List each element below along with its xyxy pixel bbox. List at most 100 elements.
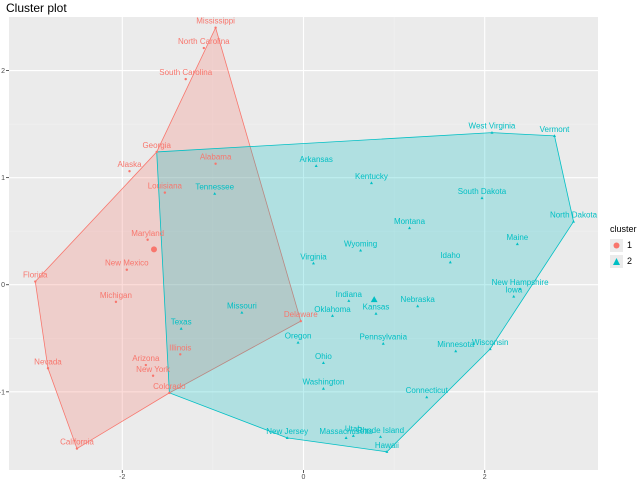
point-alabama [214,162,217,165]
label-oregon: Oregon [285,332,312,341]
chart-title: Cluster plot [6,1,67,15]
point-new-jersey [285,436,289,439]
point-oklahoma [330,314,334,317]
point-nevada [46,367,50,370]
label-west-virginia: West Virginia [469,122,516,131]
label-texas: Texas [171,318,192,327]
label-rhode-island: Rhode Island [357,426,404,435]
label-north-carolina: North Carolina [178,37,230,46]
label-new-york: New York [136,365,171,374]
label-maryland: Maryland [131,229,164,238]
label-tennessee: Tennessee [195,183,234,192]
label-mississippi: Mississippi [196,17,235,26]
point-florida [34,280,37,283]
point-illinois [179,353,182,356]
label-south-carolina: South Carolina [159,68,212,77]
legend-title: cluster [610,224,637,234]
legend-item-1: 1 [610,237,637,253]
point-hawaii [385,450,389,453]
cluster-2-center [370,296,378,303]
point-south-carolina [184,77,187,81]
x-tick-label: -2 [119,474,125,481]
label-ohio: Ohio [315,352,332,361]
label-kentucky: Kentucky [355,172,388,181]
y-tick-label: 0 [1,282,5,289]
point-iowa [512,294,516,298]
point-georgia [155,150,158,154]
label-wyoming: Wyoming [344,239,377,248]
label-utah: Utah [345,425,362,434]
point-connecticut [425,395,429,399]
point-delaware [299,319,302,323]
label-idaho: Idaho [440,251,461,260]
point-ohio [321,361,325,365]
label-north-dakota: North Dakota [550,211,598,220]
point-pennsylvania [381,342,385,345]
label-delaware: Delaware [284,310,318,319]
axes: -2 0 2 -1 0 1 2 [0,68,487,481]
label-louisiana: Louisiana [148,182,183,191]
point-kansas [374,312,378,315]
point-west-virginia [490,131,494,134]
point-alaska [128,170,131,173]
label-south-dakota: South Dakota [458,187,507,196]
legend-label-1: 1 [627,240,633,250]
cluster-1-center [150,246,157,253]
x-tick-label: 0 [302,474,306,481]
grid-lines [9,17,598,470]
label-new-hampshire: New Hampshire [492,278,549,287]
point-washington [321,387,325,390]
label-washington: Washington [302,378,344,387]
label-new-mexico: New Mexico [105,259,149,268]
label-arizona: Arizona [132,354,160,363]
label-maine: Maine [506,233,528,242]
x-tick-label: 2 [483,474,487,481]
point-texas [179,327,183,330]
label-alabama: Alabama [200,153,232,162]
label-oklahoma: Oklahoma [314,305,351,314]
label-pennsylvania: Pennsylvania [359,333,407,342]
label-kansas: Kansas [363,303,390,312]
label-minnesota: Minnesota [437,340,474,349]
point-louisiana [163,191,167,194]
label-hawaii: Hawaii [375,441,399,450]
label-colorado: Colorado [153,382,186,391]
point-wyoming [359,248,363,252]
legend-item-2: 2 [610,253,637,269]
label-michigan: Michigan [100,291,132,300]
data-points [34,26,576,453]
point-arkansas [314,164,318,167]
label-indiana: Indiana [336,290,363,299]
point-idaho [448,260,452,264]
point-michigan [114,300,118,304]
label-iowa: Iowa [505,286,522,295]
point-arizona [144,363,148,367]
label-wisconsin: Wisconsin [472,338,508,347]
label-georgia: Georgia [142,141,171,150]
point-massachusetts [344,436,348,439]
label-vermont: Vermont [540,125,571,134]
legend: cluster 1 2 [610,224,637,269]
point-oregon [296,340,300,344]
point-north-carolina [202,46,206,50]
point-maine [515,242,519,246]
y-tick-label: 1 [1,175,5,182]
label-california: California [60,438,94,447]
label-illinois: Illinois [169,343,191,352]
y-tick-label: -1 [0,389,5,396]
label-virginia: Virginia [300,252,327,261]
point-vermont [553,134,557,137]
point-indiana [347,299,351,302]
point-mississippi [214,26,217,29]
point-south-dakota [480,196,484,200]
label-alaska: Alaska [118,160,143,169]
y-tick-label: 2 [1,68,5,75]
point-new-hampshire [518,287,522,291]
point-utah [351,434,355,437]
point-kentucky [369,181,373,185]
point-north-dakota [572,219,576,223]
label-missouri: Missouri [227,302,257,311]
cluster-1-hull [34,26,302,450]
cluster-hulls [34,26,574,453]
